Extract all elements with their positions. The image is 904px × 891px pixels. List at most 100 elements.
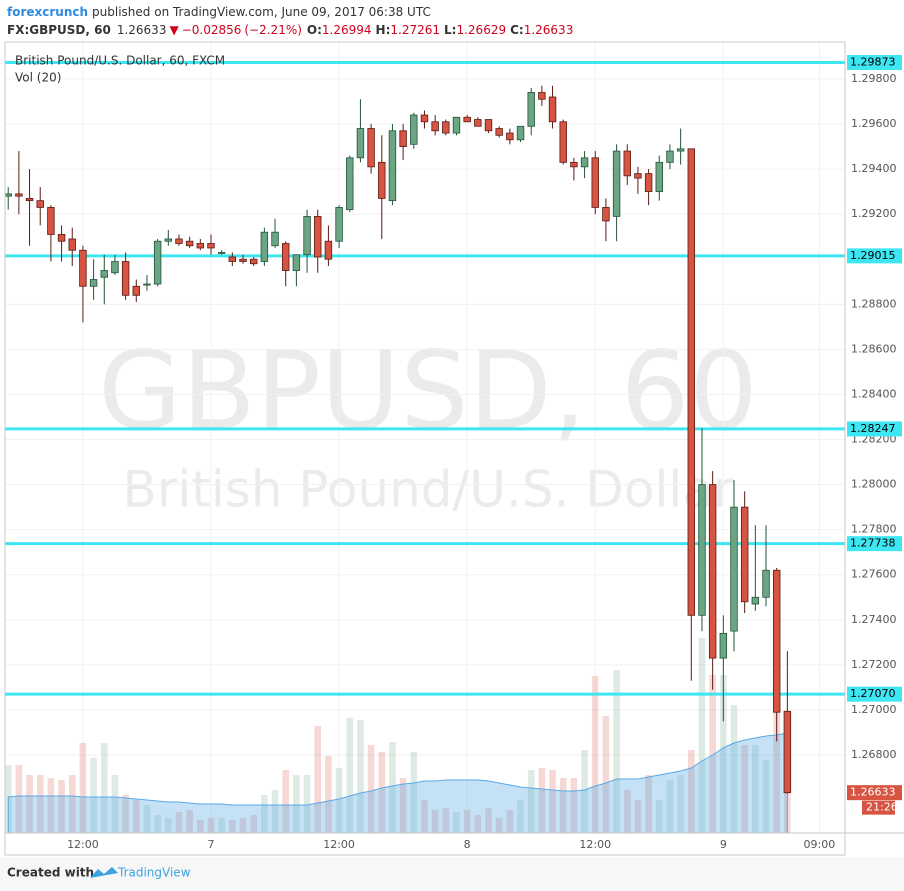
y-tick-label: 1.28800 [851, 297, 897, 310]
candle-body [5, 193, 12, 197]
x-tick-label: 12:00 [67, 838, 99, 851]
volume-bar [122, 795, 129, 833]
volume-bar [581, 750, 588, 833]
last-price: 1.26633 [117, 23, 167, 37]
volume-bar [474, 815, 482, 833]
candle-body [783, 710, 792, 794]
volume-bar [410, 752, 418, 833]
y-tick-label: 1.27800 [851, 523, 897, 536]
volume-bar [591, 676, 599, 833]
volume-bar [250, 815, 257, 833]
last-price-bg [847, 785, 902, 801]
candle-body [111, 261, 119, 274]
footer-bar [0, 857, 904, 891]
volume-bar [335, 768, 343, 833]
volume-bar [634, 800, 642, 833]
volume-bar [367, 745, 375, 833]
candle-body [634, 173, 642, 179]
volume-bar [303, 775, 311, 833]
volume-bar [186, 810, 193, 833]
volume-bar [154, 815, 161, 833]
candle-body [442, 121, 450, 134]
change: −0.02856 [182, 23, 242, 37]
volume-bar [132, 800, 140, 833]
candle-body [580, 157, 589, 168]
candle-body [217, 252, 226, 254]
level-label: 1.29015 [850, 249, 896, 262]
volume-bar [517, 800, 524, 833]
volume-bar [346, 718, 354, 833]
candle-body [644, 173, 653, 193]
candle-body [538, 92, 546, 100]
volume-ma-area [7, 732, 788, 833]
candle-body [495, 128, 503, 136]
candle-body [388, 130, 397, 202]
candle-body [730, 506, 738, 632]
candle-body [602, 207, 610, 222]
volume-bar [357, 720, 364, 833]
y-tick-label: 1.29600 [851, 117, 897, 130]
countdown: 21:26 [866, 801, 898, 814]
candle-body [420, 114, 429, 123]
level-label-bg [847, 421, 902, 437]
y-tick-label: 1.27600 [851, 568, 897, 581]
level-label: 1.29873 [850, 56, 896, 69]
volume-bar [538, 768, 546, 833]
candle-body [132, 285, 140, 296]
open-value: 1.26994 [322, 23, 372, 37]
volume-bar [453, 812, 460, 833]
candle-body [399, 130, 407, 147]
volume-bar [399, 778, 407, 833]
candle-body [196, 243, 205, 249]
candle-body [527, 92, 535, 127]
published: published on TradingView.com, June 09, 2… [92, 5, 431, 19]
candle-body [367, 128, 375, 168]
candle-body [612, 150, 621, 217]
candle-body [431, 121, 439, 132]
candle-body [570, 161, 578, 168]
volume-bar [325, 756, 332, 833]
candle-body [25, 197, 34, 202]
volume-bar [58, 780, 65, 833]
candle-body [452, 116, 461, 134]
volume-bar [175, 812, 183, 833]
arrow: ▼ [169, 23, 179, 37]
volume-bar [623, 790, 631, 833]
volume-bar [687, 750, 695, 833]
candle-body [708, 484, 717, 659]
candle-body [314, 216, 322, 258]
candle-body [335, 207, 343, 242]
change-pct: (−2.21%) [244, 23, 302, 37]
volume-bar [677, 775, 684, 833]
y-tick-label: 1.28400 [851, 387, 897, 400]
volume-bar [90, 758, 97, 833]
volume-bar [314, 726, 322, 833]
candle-body [687, 148, 696, 616]
level-label: 1.28247 [850, 422, 896, 435]
volume-bar [720, 675, 727, 833]
volume-bar [709, 675, 716, 833]
candle-body [249, 258, 258, 265]
volume-bar [15, 765, 23, 833]
candle-body [260, 231, 269, 262]
candle-body [100, 270, 108, 278]
candle-body [676, 148, 685, 152]
y-tick-label: 1.28600 [851, 342, 897, 355]
publisher: forexcrunch [7, 5, 88, 19]
y-tick-label: 1.29400 [851, 162, 897, 175]
footer-brand[interactable]: TradingView [117, 866, 191, 880]
footer-created: Created with [7, 866, 94, 880]
volume-bar [68, 775, 76, 833]
level-label-bg [847, 536, 902, 552]
volume-bar [218, 818, 225, 833]
candle-body [47, 207, 55, 235]
y-tick-label: 1.29800 [851, 72, 897, 85]
plot-area: GBPUSD, 60 British Pound/U.S. Dollar [5, 42, 845, 833]
header-line-2: FX:GBPUSD, 60 1.26633 ▼ −0.02856 (−2.21%) O:1… [7, 23, 573, 37]
volume-bar [164, 818, 172, 833]
candle-body [719, 632, 728, 659]
watermark: British Pound/U.S. Dollar [123, 461, 734, 519]
volume-bar [645, 775, 652, 833]
